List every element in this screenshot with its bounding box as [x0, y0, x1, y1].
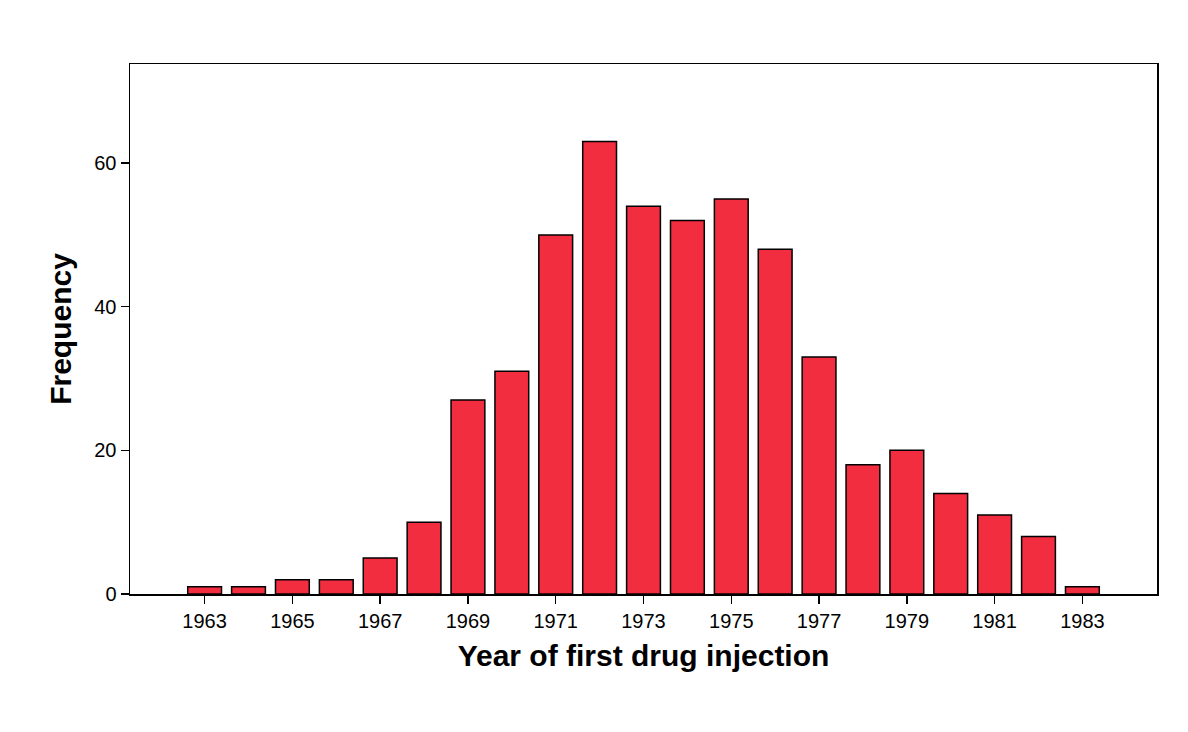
svg-text:1963: 1963	[182, 610, 227, 632]
svg-text:1977: 1977	[797, 610, 842, 632]
svg-text:Year of first drug injection: Year of first drug injection	[458, 639, 830, 672]
svg-text:1965: 1965	[270, 610, 315, 632]
svg-text:60: 60	[94, 152, 116, 174]
svg-text:1971: 1971	[533, 610, 578, 632]
svg-text:1967: 1967	[358, 610, 403, 632]
svg-text:40: 40	[94, 296, 116, 318]
svg-text:1975: 1975	[709, 610, 754, 632]
svg-text:1981: 1981	[972, 610, 1017, 632]
svg-text:0: 0	[105, 583, 116, 605]
svg-text:20: 20	[94, 439, 116, 461]
svg-text:Frequency: Frequency	[44, 253, 77, 405]
svg-text:1983: 1983	[1060, 610, 1105, 632]
svg-text:1969: 1969	[446, 610, 491, 632]
svg-text:1979: 1979	[885, 610, 930, 632]
svg-text:1973: 1973	[621, 610, 666, 632]
